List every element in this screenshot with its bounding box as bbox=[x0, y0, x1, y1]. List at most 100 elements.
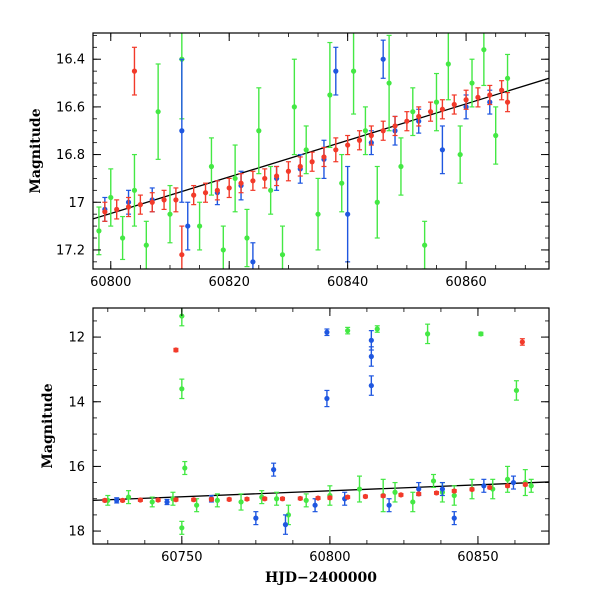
data-point bbox=[155, 109, 161, 115]
data-point bbox=[220, 247, 226, 253]
data-point bbox=[114, 206, 120, 213]
y-tick-label: 17 bbox=[68, 196, 85, 211]
data-point bbox=[528, 483, 534, 489]
data-point bbox=[386, 80, 392, 86]
x-tick-label: 60840 bbox=[327, 275, 368, 290]
data-point bbox=[309, 159, 315, 165]
data-point bbox=[279, 252, 286, 258]
data-point bbox=[392, 489, 398, 495]
data-point bbox=[262, 175, 268, 182]
y-tick-label: 16.4 bbox=[56, 53, 85, 68]
bottom-series-blue bbox=[114, 328, 517, 535]
data-point bbox=[368, 337, 374, 343]
data-point bbox=[137, 497, 143, 503]
bottom-panel: 60750 60800 60850 12 14 16 18 Magnitude HJD−24… bbox=[40, 307, 550, 586]
data-point bbox=[333, 147, 339, 153]
data-point bbox=[481, 47, 487, 53]
data-point bbox=[445, 61, 451, 67]
data-point bbox=[208, 163, 215, 170]
data-point bbox=[185, 223, 191, 229]
data-point bbox=[481, 483, 487, 489]
data-point bbox=[273, 496, 280, 502]
data-point bbox=[271, 467, 277, 473]
data-point bbox=[226, 185, 232, 191]
data-point bbox=[457, 151, 463, 158]
data-point bbox=[120, 235, 126, 241]
data-point bbox=[250, 259, 256, 265]
data-point bbox=[149, 499, 155, 505]
data-point bbox=[345, 211, 351, 217]
x-tick-label: 60860 bbox=[445, 275, 486, 290]
data-point bbox=[439, 147, 446, 153]
data-point bbox=[350, 68, 357, 74]
data-point bbox=[303, 497, 309, 503]
data-point bbox=[333, 68, 339, 74]
data-point bbox=[179, 313, 185, 319]
data-point bbox=[256, 128, 262, 134]
bottom-panel-frame bbox=[92, 307, 550, 545]
data-point bbox=[499, 87, 505, 93]
data-point bbox=[374, 199, 380, 205]
data-point bbox=[291, 104, 297, 110]
data-point bbox=[321, 154, 327, 160]
data-point bbox=[327, 92, 333, 98]
data-point bbox=[398, 492, 404, 498]
data-point bbox=[362, 493, 369, 500]
data-point bbox=[179, 525, 185, 531]
data-point bbox=[250, 178, 256, 184]
bottom-trend-line bbox=[93, 481, 549, 502]
data-point bbox=[214, 187, 220, 193]
data-point bbox=[149, 199, 155, 205]
data-point bbox=[451, 515, 457, 521]
data-point bbox=[368, 132, 374, 139]
data-point bbox=[125, 494, 132, 500]
top-panel-ticks: 60800 60820 60840 60860 16.4 16.6 16.8 17 17.2 bbox=[56, 33, 549, 290]
data-point bbox=[315, 495, 321, 501]
top-series-red bbox=[102, 46, 511, 269]
data-point bbox=[374, 326, 380, 332]
data-point bbox=[519, 339, 525, 345]
data-point bbox=[510, 479, 517, 486]
data-point bbox=[179, 252, 185, 258]
data-point bbox=[202, 190, 209, 196]
data-point bbox=[416, 486, 422, 492]
data-point bbox=[433, 490, 440, 496]
data-point bbox=[238, 499, 244, 505]
top-panel-frame bbox=[92, 32, 550, 270]
data-point bbox=[226, 496, 232, 502]
data-point bbox=[244, 496, 250, 502]
top-series-blue bbox=[102, 39, 493, 269]
data-point bbox=[392, 123, 398, 129]
data-point bbox=[398, 163, 404, 170]
data-point bbox=[262, 496, 268, 502]
data-point bbox=[469, 80, 475, 86]
data-point bbox=[208, 496, 215, 502]
data-point bbox=[131, 68, 138, 74]
data-point bbox=[285, 512, 292, 518]
data-point bbox=[362, 128, 369, 134]
data-point bbox=[416, 113, 422, 120]
data-point bbox=[504, 483, 511, 489]
data-point bbox=[164, 499, 170, 505]
data-point bbox=[356, 137, 363, 143]
data-point bbox=[380, 493, 386, 499]
data-point bbox=[108, 194, 114, 201]
x-tick-label: 60820 bbox=[209, 275, 250, 290]
data-point bbox=[232, 175, 238, 182]
data-point bbox=[273, 173, 280, 179]
data-point bbox=[433, 99, 440, 105]
data-point bbox=[478, 331, 484, 337]
data-point bbox=[279, 496, 286, 502]
data-point bbox=[191, 497, 197, 503]
top-panel-ylabel: Magnitude bbox=[28, 108, 44, 193]
data-point bbox=[451, 492, 457, 499]
x-tick-label: 60800 bbox=[90, 275, 131, 290]
data-point bbox=[522, 481, 528, 488]
top-panel-data bbox=[93, 33, 549, 269]
data-point bbox=[475, 94, 481, 100]
top-trend-line bbox=[93, 77, 549, 220]
data-point bbox=[493, 132, 499, 139]
y-tick-label: 17.2 bbox=[56, 243, 85, 258]
data-point bbox=[327, 495, 333, 501]
